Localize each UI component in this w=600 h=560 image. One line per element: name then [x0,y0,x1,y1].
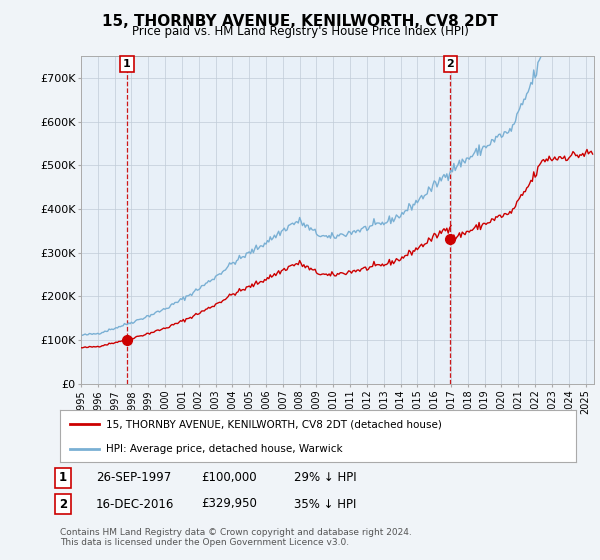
Text: £329,950: £329,950 [201,497,257,511]
Text: Price paid vs. HM Land Registry's House Price Index (HPI): Price paid vs. HM Land Registry's House … [131,25,469,38]
Text: 35% ↓ HPI: 35% ↓ HPI [294,497,356,511]
Text: HPI: Average price, detached house, Warwick: HPI: Average price, detached house, Warw… [106,444,343,454]
Text: 29% ↓ HPI: 29% ↓ HPI [294,471,356,484]
Text: Contains HM Land Registry data © Crown copyright and database right 2024.
This d: Contains HM Land Registry data © Crown c… [60,528,412,547]
Text: 15, THORNBY AVENUE, KENILWORTH, CV8 2DT (detached house): 15, THORNBY AVENUE, KENILWORTH, CV8 2DT … [106,419,442,430]
Text: 1: 1 [59,471,67,484]
Text: 26-SEP-1997: 26-SEP-1997 [96,471,171,484]
Text: 15, THORNBY AVENUE, KENILWORTH, CV8 2DT: 15, THORNBY AVENUE, KENILWORTH, CV8 2DT [102,14,498,29]
Text: 1: 1 [123,59,131,69]
Text: 2: 2 [446,59,454,69]
Text: 2: 2 [59,497,67,511]
Text: 16-DEC-2016: 16-DEC-2016 [96,497,175,511]
Text: £100,000: £100,000 [201,471,257,484]
